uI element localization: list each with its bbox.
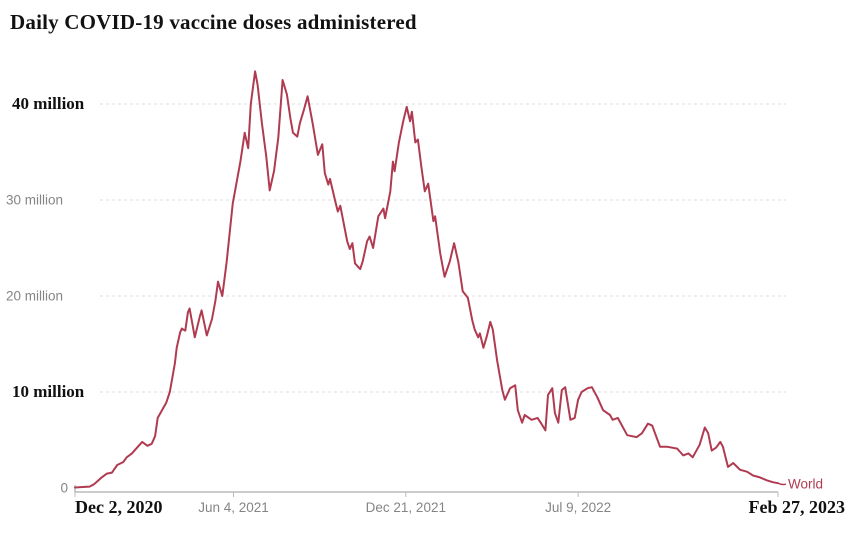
line-series-world[interactable]	[74, 70, 779, 489]
y-axis-label: 40 million	[12, 94, 85, 113]
series-label-connector	[777, 482, 787, 486]
x-axis	[74, 485, 779, 497]
x-axis-label: Dec 21, 2021	[365, 500, 446, 515]
chart-title: Daily COVID-19 vaccine doses administere…	[10, 10, 417, 34]
y-axis-label: 10 million	[12, 382, 85, 401]
gridlines	[100, 103, 786, 393]
y-axis-label: 30 million	[6, 192, 64, 208]
series-label-world: World	[788, 476, 824, 492]
timeline-control: Dec 2, 2020 Feb 27, 2023	[0, 524, 850, 554]
y-axis-label: 0	[60, 480, 68, 496]
x-axis-label: Jun 4, 2021	[198, 500, 269, 515]
x-axis-label: Feb 27, 2023	[748, 497, 846, 517]
y-axis-label: 20 million	[6, 288, 64, 304]
x-axis-label: Dec 2, 2020	[75, 497, 163, 517]
x-axis-label: Jul 9, 2022	[545, 500, 612, 515]
